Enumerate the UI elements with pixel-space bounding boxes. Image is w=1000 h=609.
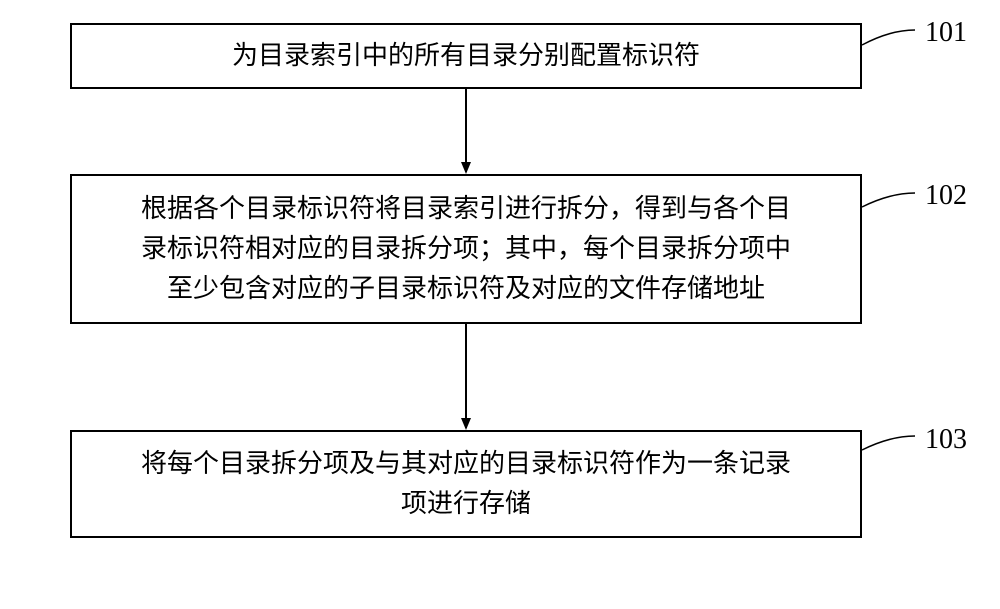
flowchart-canvas: 为目录索引中的所有目录分别配置标识符 101 根据各个目录标识符将目录索引进行拆… (0, 0, 1000, 609)
flowchart-node-3-text: 将每个目录拆分项及与其对应的目录标识符作为一条记录 项进行存储 (141, 444, 791, 525)
flowchart-node-1-text: 为目录索引中的所有目录分别配置标识符 (232, 36, 700, 76)
flowchart-leader-1 (862, 30, 915, 45)
flowchart-label-1: 101 (925, 17, 967, 49)
flowchart-label-3: 103 (925, 424, 967, 456)
flowchart-node-2: 根据各个目录标识符将目录索引进行拆分，得到与各个目 录标识符相对应的目录拆分项；… (70, 174, 862, 324)
flowchart-leader-3 (862, 436, 915, 450)
flowchart-node-2-text: 根据各个目录标识符将目录索引进行拆分，得到与各个目 录标识符相对应的目录拆分项；… (141, 189, 791, 310)
flowchart-node-3: 将每个目录拆分项及与其对应的目录标识符作为一条记录 项进行存储 (70, 430, 862, 538)
flowchart-label-2: 102 (925, 180, 967, 212)
flowchart-leader-2 (862, 193, 915, 207)
flowchart-node-1: 为目录索引中的所有目录分别配置标识符 (70, 23, 862, 89)
